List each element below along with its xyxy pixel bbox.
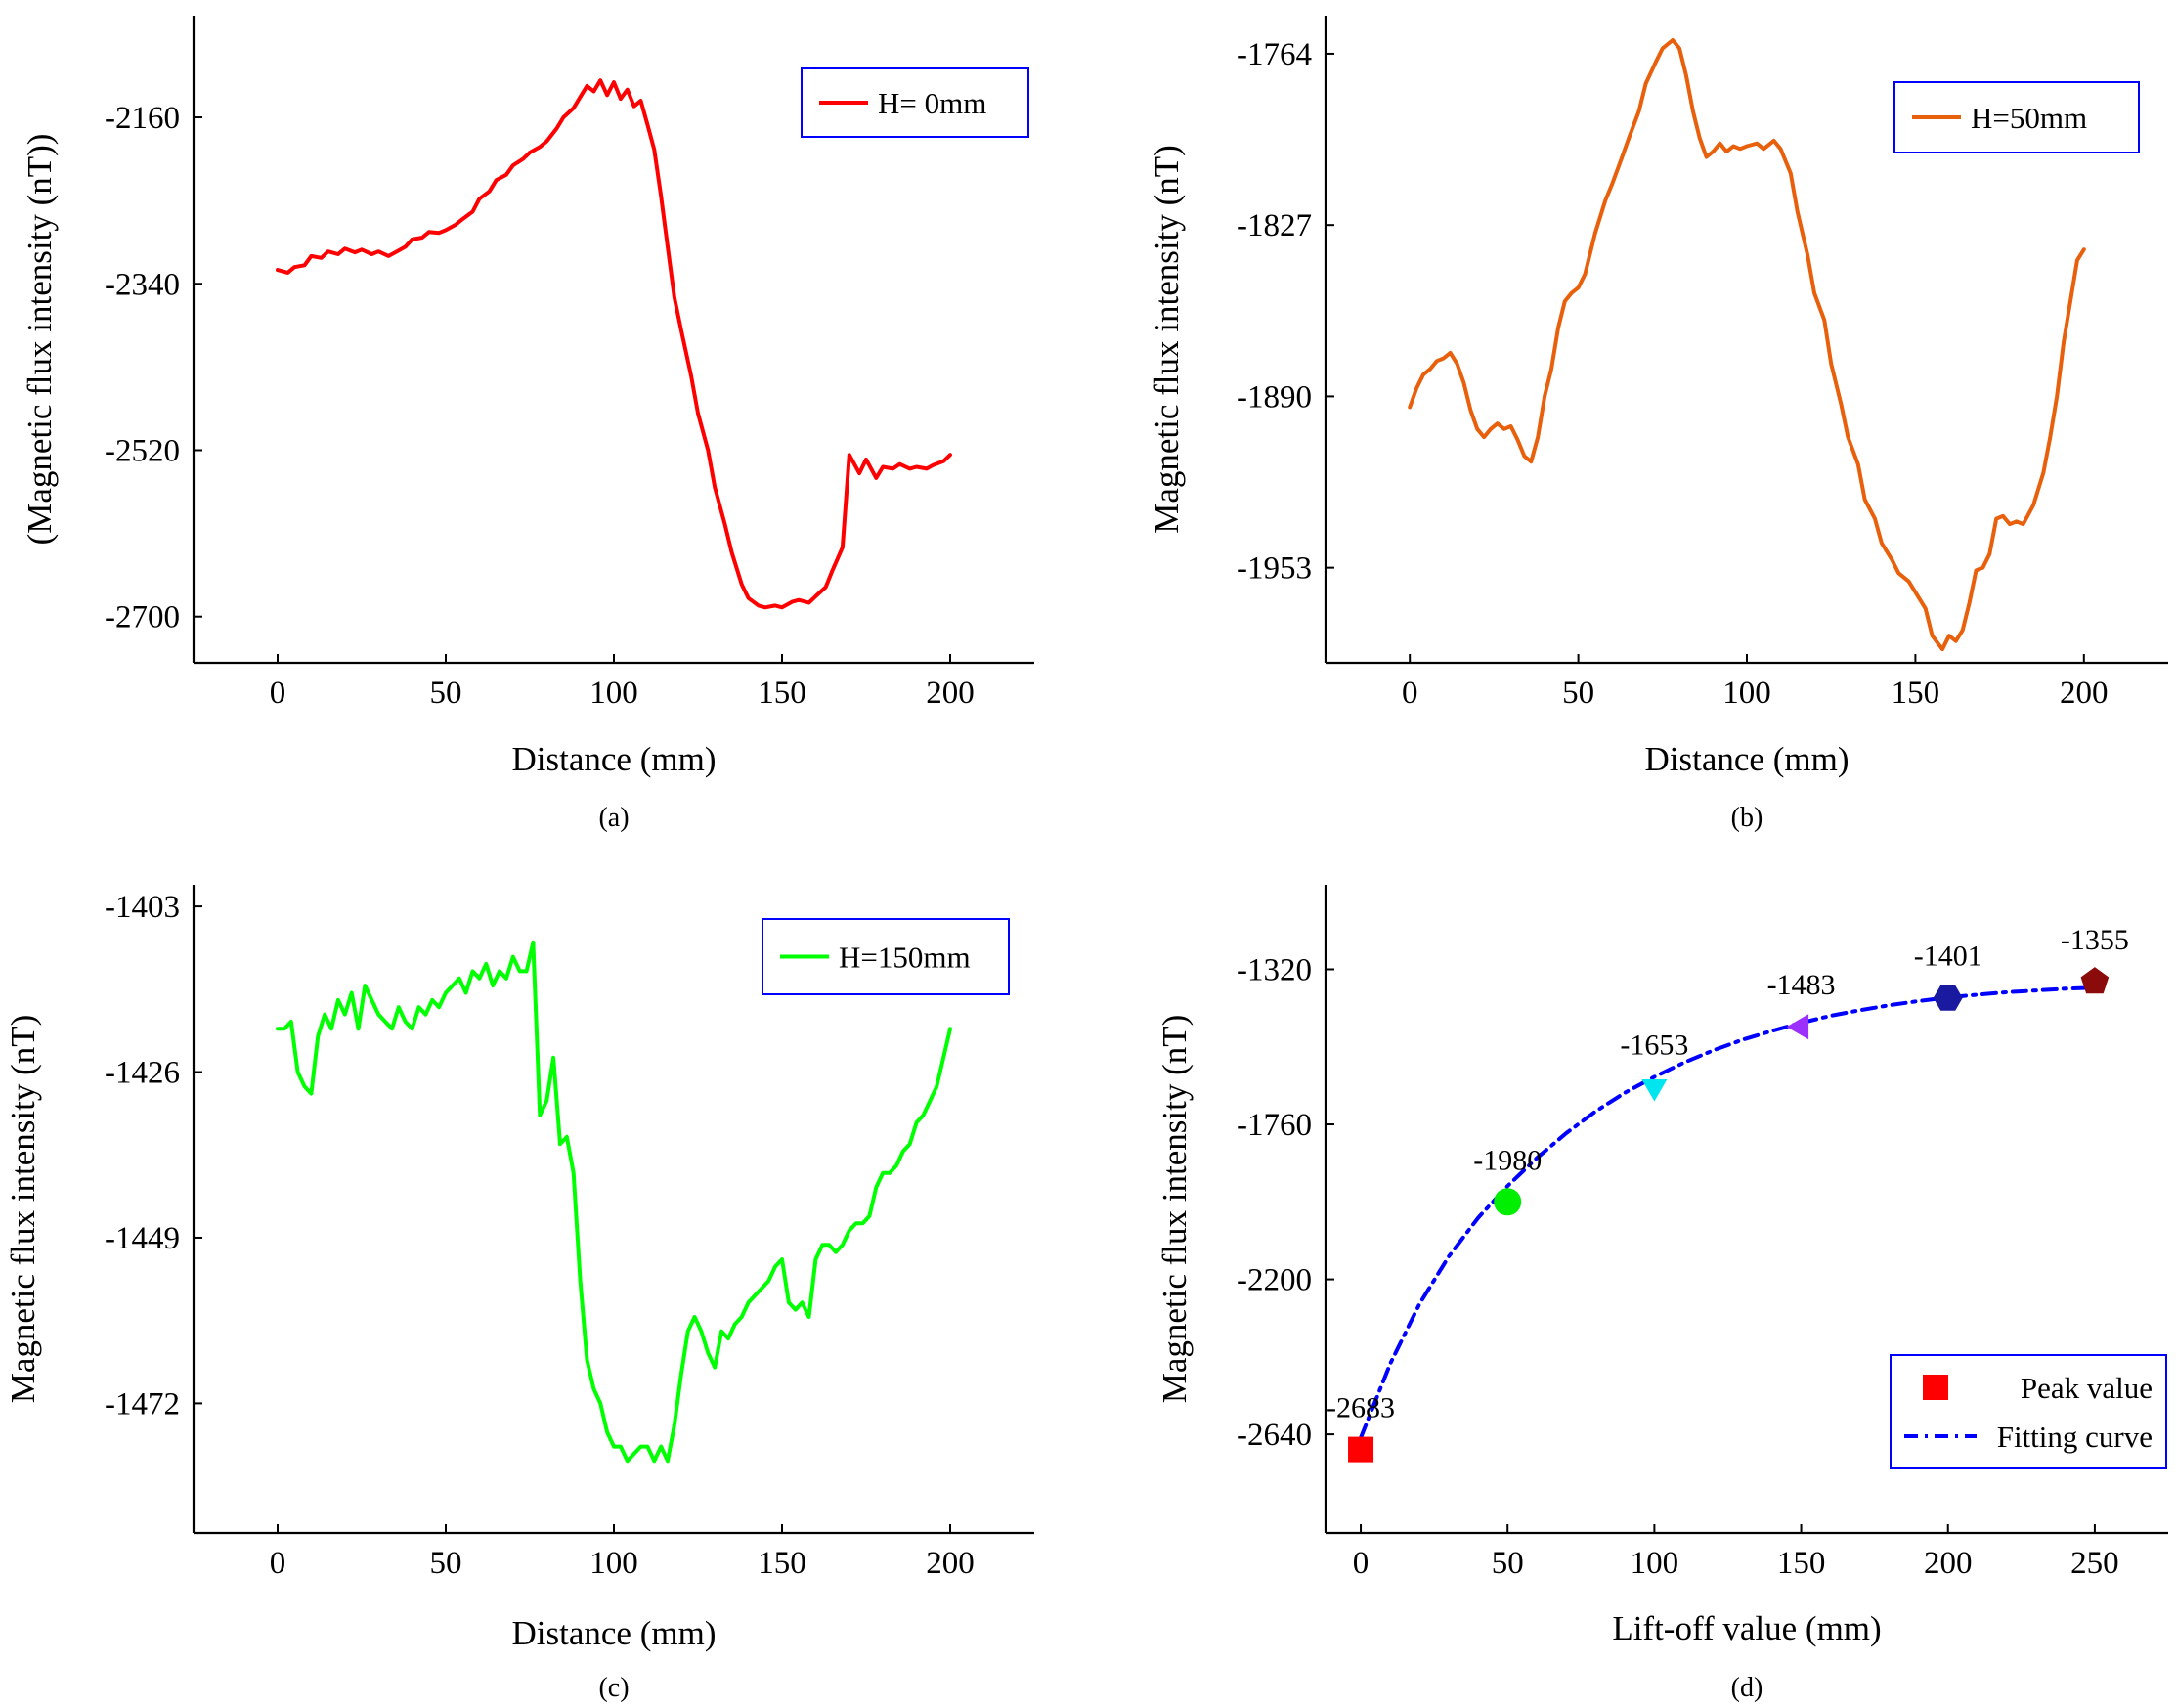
point-value-label: -1401 xyxy=(1914,941,1982,973)
point-value-label: -1653 xyxy=(1620,1029,1688,1061)
x-tick-label: 50 xyxy=(1562,676,1594,711)
y-tick-label: -1403 xyxy=(105,890,180,925)
legend-box xyxy=(1890,1354,2167,1469)
panel-b: 0 50 100 150 200 -1764 -1827 -1890 -1953 Distance… xyxy=(1148,16,2168,833)
x-axis-label: Lift-off value (mm) xyxy=(1612,1609,1881,1647)
y-tick-label: -1320 xyxy=(1237,952,1312,987)
fitting-curve xyxy=(1359,985,2097,1440)
point-marker-hexagon xyxy=(1933,985,1963,1011)
y-tick-label: -1472 xyxy=(105,1386,180,1422)
y-axis-label: Magnetic flux intensity (nT) xyxy=(1155,1015,1194,1404)
y-tick-label: -2200 xyxy=(1237,1263,1312,1298)
x-tick-label: 250 xyxy=(2070,1546,2119,1581)
y-tick-label: -2640 xyxy=(1237,1418,1312,1453)
x-tick-label: 100 xyxy=(1631,1546,1679,1581)
panel-d: 0 50 100 150 200 250 -1320 -1760 -2200 -2640 Lift-… xyxy=(1155,885,2168,1703)
y-tick-label: -1953 xyxy=(1237,551,1312,587)
point-value-label: -1980 xyxy=(1473,1144,1542,1176)
y-tick-label: -1890 xyxy=(1237,379,1312,415)
point-marker-square xyxy=(1348,1436,1374,1463)
panel-caption: (d) xyxy=(1731,1673,1763,1703)
x-axis-label: Distance (mm) xyxy=(1645,740,1850,778)
y-axis-label: (Magnetic flux intensity (nT)) xyxy=(21,134,59,546)
legend-label-fit: Fitting curve xyxy=(1997,1420,2153,1454)
x-tick-label: 200 xyxy=(2060,676,2109,711)
y-tick-label: -2340 xyxy=(105,267,180,302)
x-tick-label: 0 xyxy=(1353,1546,1370,1581)
x-tick-label: 100 xyxy=(589,1546,638,1581)
y-tick-label: -1764 xyxy=(1237,37,1312,72)
legend-label: H=150mm xyxy=(839,941,971,975)
x-tick-label: 50 xyxy=(430,676,462,711)
point-marker-pentagon xyxy=(2080,967,2110,994)
point-value-label: -1355 xyxy=(2061,924,2129,956)
x-tick-label: 200 xyxy=(926,1546,975,1581)
point-marker-circle xyxy=(1494,1188,1522,1216)
legend-label: H=50mm xyxy=(1971,101,2087,135)
series-line-c xyxy=(276,940,952,1464)
x-axis-label: Distance (mm) xyxy=(512,1614,717,1652)
y-axis-label: Magnetic flux intensity (nT) xyxy=(4,1015,42,1404)
y-tick-label: -1426 xyxy=(105,1056,180,1091)
legend-label-peak: Peak value xyxy=(2021,1371,2153,1405)
point-marker-triangle-left xyxy=(1786,1014,1809,1040)
panel-a: 0 50 100 150 200 -2160 -2340 -2520 -2700 Distance… xyxy=(21,16,1034,833)
y-tick-label: -2700 xyxy=(105,600,180,635)
y-tick-label: -2160 xyxy=(105,101,180,136)
x-tick-label: 100 xyxy=(589,676,638,711)
point-value-label: -2683 xyxy=(1327,1392,1395,1424)
y-tick-label: -2520 xyxy=(105,433,180,468)
x-tick-label: 150 xyxy=(1892,676,1940,711)
legend-swatch-peak xyxy=(1923,1375,1948,1400)
y-tick-label: -1449 xyxy=(105,1221,180,1256)
x-tick-label: 50 xyxy=(430,1546,462,1581)
point-value-label: -1483 xyxy=(1767,969,1836,1001)
panel-c: 0 50 100 150 200 -1403 -1426 -1449 -1472 Distance… xyxy=(4,885,1034,1703)
point-marker-triangle-down xyxy=(1641,1079,1668,1102)
panel-caption: (a) xyxy=(598,803,629,833)
legend-box xyxy=(1893,81,2140,153)
x-tick-label: 0 xyxy=(1402,676,1418,711)
y-axis-label: Magnetic flux intensity (nT) xyxy=(1148,145,1186,534)
x-tick-label: 200 xyxy=(1924,1546,1973,1581)
series-line-b xyxy=(1408,38,2086,652)
panel-caption: (b) xyxy=(1731,803,1763,833)
y-tick-label: -1827 xyxy=(1237,208,1312,243)
x-tick-label: 150 xyxy=(758,676,806,711)
x-axis-label: Distance (mm) xyxy=(512,740,717,778)
x-tick-label: 200 xyxy=(926,676,975,711)
x-tick-label: 0 xyxy=(270,1546,286,1581)
x-tick-label: 0 xyxy=(270,676,286,711)
series-line-a xyxy=(276,78,952,610)
legend-label: H= 0mm xyxy=(878,86,986,120)
x-tick-label: 50 xyxy=(1492,1546,1524,1581)
y-tick-label: -1760 xyxy=(1237,1108,1312,1143)
x-tick-label: 150 xyxy=(758,1546,806,1581)
x-tick-label: 150 xyxy=(1777,1546,1826,1581)
panel-caption: (c) xyxy=(598,1673,629,1703)
x-tick-label: 100 xyxy=(1722,676,1771,711)
